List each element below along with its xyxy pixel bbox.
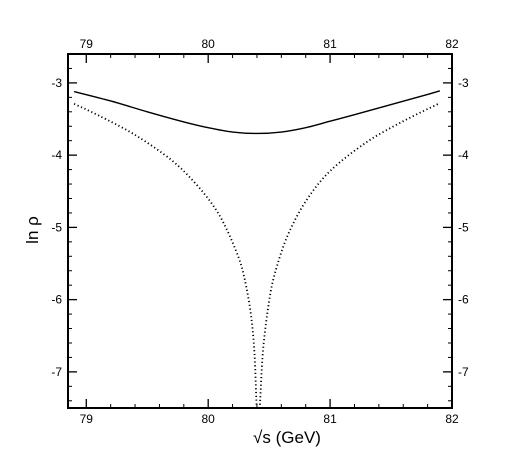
- y-axis-title: ln ρ: [23, 216, 42, 244]
- plot-frame: [67, 53, 453, 409]
- solid-series-line: [73, 90, 441, 135]
- x-tick-label-bottom: 80: [202, 412, 216, 426]
- dotted-series-line: [73, 102, 441, 408]
- y-tick-label-right: -3: [458, 76, 469, 90]
- y-tick-label-right: -5: [458, 220, 469, 234]
- x-tick-label-bottom: 79: [80, 412, 94, 426]
- series-group: [73, 90, 441, 408]
- y-tick-label-right: -6: [458, 293, 469, 307]
- y-tick-label-left: -5: [51, 220, 62, 234]
- tick-labels: 79 79 80 80 81 81 82 82 -3 -3 -4 -4 -5 -5 -6 -6 -7 -7: [51, 37, 469, 426]
- y-tick-label-left: -4: [51, 148, 62, 162]
- ticks: [68, 53, 453, 408]
- y-tick-label-left: -6: [51, 293, 62, 307]
- x-axis-title: √s (GeV): [253, 428, 321, 447]
- x-tick-label-top: 82: [445, 37, 459, 51]
- x-tick-label-top: 81: [323, 37, 337, 51]
- x-tick-label-bottom: 82: [445, 412, 459, 426]
- y-tick-label-left: -7: [51, 365, 62, 379]
- x-tick-label-top: 80: [202, 37, 216, 51]
- y-tick-label-left: -3: [51, 76, 62, 90]
- y-tick-label-right: -7: [458, 365, 469, 379]
- x-tick-label-bottom: 81: [323, 412, 337, 426]
- x-tick-label-top: 79: [80, 37, 94, 51]
- y-tick-label-right: -4: [458, 148, 469, 162]
